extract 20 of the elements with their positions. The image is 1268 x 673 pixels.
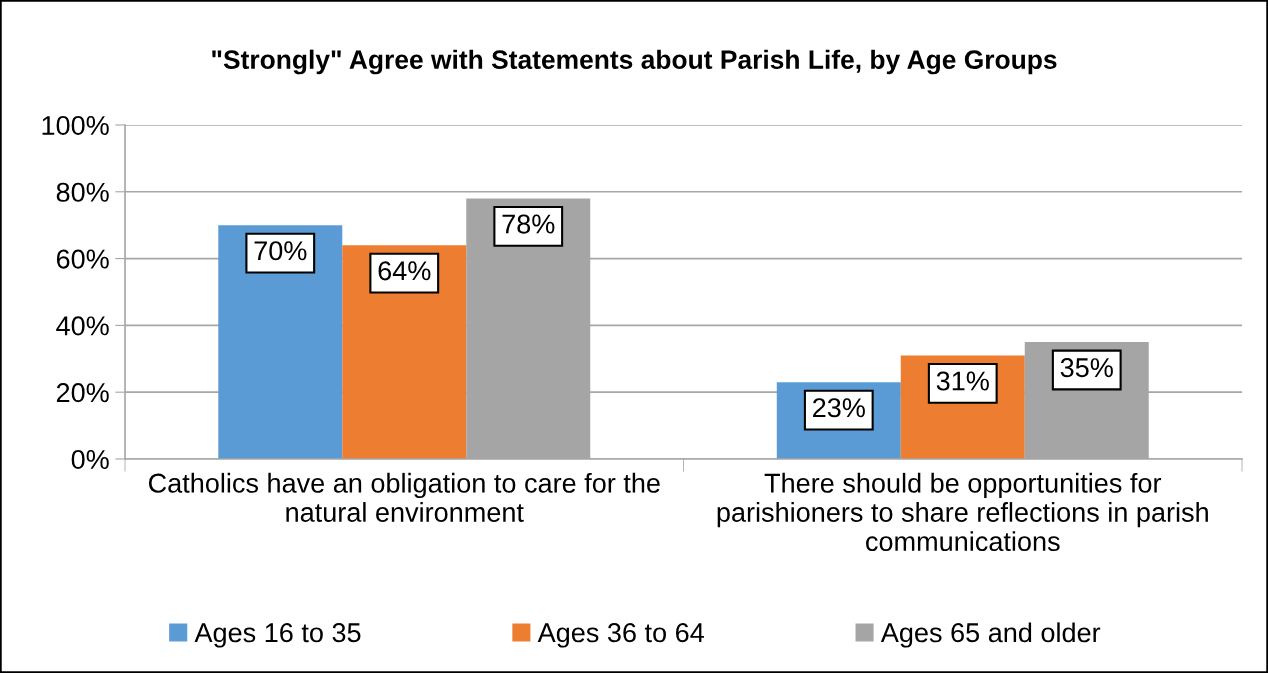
y-tick-label: 100% <box>42 115 109 136</box>
y-tick-label: 20% <box>56 383 109 403</box>
data-label: 35% <box>1060 358 1113 378</box>
y-tick-label: 0% <box>71 449 109 470</box>
y-tick-label: 40% <box>56 316 109 336</box>
bar <box>218 225 343 459</box>
legend-label: Ages 65 and older <box>880 622 1101 648</box>
data-label: 23% <box>813 398 865 418</box>
data-label: 64% <box>378 261 431 281</box>
chart-title: "Strongly" Agree with Statements about Parish Life, by Age Groups <box>212 49 1057 75</box>
x-tick-label: There should be opportunities for parishioners to share reflections in parish communications <box>717 472 1208 552</box>
x-tick-label: Catholics have an obligation to care for the natural environment <box>148 472 660 522</box>
bar <box>342 245 467 459</box>
data-label: 70% <box>254 241 307 261</box>
y-tick-label: 80% <box>56 182 109 202</box>
data-label: 78% <box>502 214 555 234</box>
y-tick-label: 60% <box>56 249 109 269</box>
legend-label: Ages 36 to 64 <box>537 623 704 648</box>
legend-label: Ages 16 to 35 <box>194 623 361 648</box>
data-label: 31% <box>936 371 989 391</box>
